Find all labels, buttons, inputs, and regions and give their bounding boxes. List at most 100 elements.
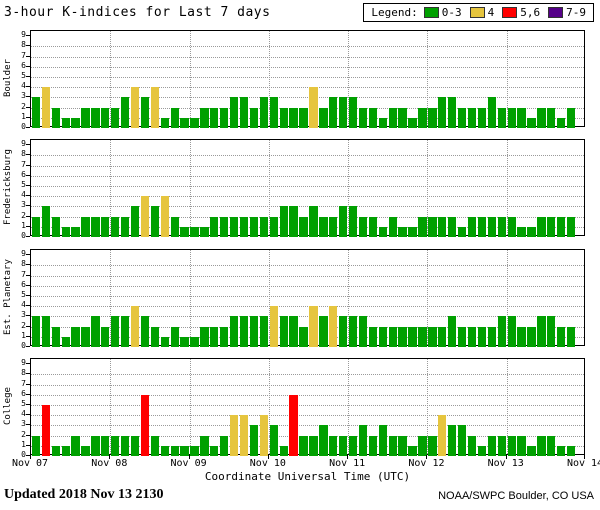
k-index-bar: [557, 326, 566, 347]
v-gridline: [427, 31, 429, 126]
k-index-bar: [467, 107, 477, 128]
k-index-bar: [130, 435, 140, 456]
panel-boulder: [30, 30, 585, 128]
k-index-bar: [448, 425, 457, 456]
k-index-bar: [368, 435, 378, 456]
y-tick-label: 7: [21, 159, 26, 169]
y-tick-label: 9: [21, 139, 26, 149]
k-index-bar: [269, 306, 278, 347]
k-index-bar: [457, 326, 467, 347]
k-index-bar: [507, 316, 516, 347]
k-index-bar: [259, 316, 269, 347]
x-tick-label: Nov 08: [91, 458, 128, 469]
k-index-bar: [408, 326, 417, 347]
k-index-bar: [160, 117, 169, 128]
k-index-bar: [249, 425, 259, 456]
k-index-bar: [358, 216, 368, 237]
v-gridline: [268, 31, 270, 126]
k-index-bar: [111, 316, 120, 347]
v-gridline: [268, 359, 270, 454]
k-index-bar: [150, 435, 160, 456]
legend-item-label: 0-3: [441, 6, 462, 19]
y-tick: [26, 106, 30, 108]
k-index-bar: [220, 107, 229, 128]
y-tick: [26, 96, 30, 98]
k-index-bar: [566, 445, 576, 456]
k-index-bar: [41, 87, 50, 128]
x-tick: [188, 455, 190, 459]
y-tick-label: 0: [21, 450, 26, 459]
k-index-bar: [289, 316, 298, 347]
y-tick-label: 0: [21, 122, 26, 131]
k-index-bar: [388, 107, 397, 128]
k-index-bar: [398, 107, 407, 128]
k-index-bar: [31, 435, 41, 456]
k-index-bar: [457, 107, 467, 128]
v-gridline: [506, 140, 508, 235]
k-index-bar: [61, 445, 70, 456]
k-index-bar: [130, 87, 140, 128]
k-index-bar: [190, 226, 199, 237]
h-gridline: [31, 46, 584, 48]
k-index-bar: [309, 306, 318, 347]
y-tick: [26, 455, 30, 456]
k-index-bar: [140, 97, 150, 128]
legend: Legend: 0-3 4 5,6 7-9: [363, 3, 594, 22]
k-index-bar: [329, 435, 338, 456]
legend-item-purple: 7-9: [548, 6, 586, 19]
h-gridline: [31, 196, 584, 198]
k-index-bar: [497, 316, 506, 347]
k-index-bar: [160, 336, 169, 347]
k-index-bar: [527, 117, 536, 128]
k-index-bar: [210, 107, 219, 128]
y-tick: [26, 403, 30, 405]
k-index-bar: [477, 326, 487, 347]
k-index-bar: [477, 445, 487, 456]
y-tick-label: 7: [21, 269, 26, 279]
chart-title: 3-hour K-indices for Last 7 days: [4, 5, 271, 20]
x-tick-label: Nov 11: [329, 458, 366, 469]
station-label-boulder: Boulder: [3, 59, 13, 98]
k-index-bar: [111, 107, 120, 128]
y-tick: [26, 373, 30, 375]
v-gridline: [348, 359, 350, 454]
y-tick-label: 8: [21, 149, 26, 159]
y-tick: [26, 225, 30, 227]
k-index-bar: [507, 107, 516, 128]
x-tick: [584, 455, 585, 459]
k-index-bar: [537, 107, 546, 128]
y-tick: [26, 315, 30, 317]
k-index-bar: [467, 216, 477, 237]
v-gridline: [189, 250, 191, 345]
k-index-bar: [428, 326, 437, 347]
y-tick-label: 8: [21, 40, 26, 50]
y-tick-label: 3: [21, 200, 26, 210]
y-tick: [26, 55, 30, 57]
station-label-fredericksburg: Fredericksburg: [3, 149, 13, 226]
k-index-bar: [190, 117, 199, 128]
v-gridline: [110, 250, 112, 345]
k-index-bar: [111, 216, 120, 237]
y-tick-label: 9: [21, 249, 26, 259]
legend-swatch-yellow: [469, 7, 485, 18]
k-index-bar: [497, 216, 506, 237]
v-gridline: [506, 31, 508, 126]
x-tick-label: Nov 13: [487, 458, 524, 469]
k-index-bar: [81, 326, 90, 347]
k-index-bar: [527, 445, 536, 456]
y-tick: [26, 383, 30, 385]
y-tick: [26, 325, 30, 327]
v-gridline: [189, 31, 191, 126]
x-tick-label: Nov 09: [170, 458, 207, 469]
k-index-bar: [279, 107, 288, 128]
y-tick-label: 2: [21, 101, 26, 111]
y-tick: [26, 75, 30, 77]
k-index-bar: [378, 226, 387, 237]
y-tick: [26, 254, 30, 256]
y-tick: [26, 215, 30, 217]
legend-item-label: 7-9: [566, 6, 586, 19]
x-tick: [505, 455, 507, 459]
k-index-bar: [299, 107, 308, 128]
v-gridline: [110, 359, 112, 454]
